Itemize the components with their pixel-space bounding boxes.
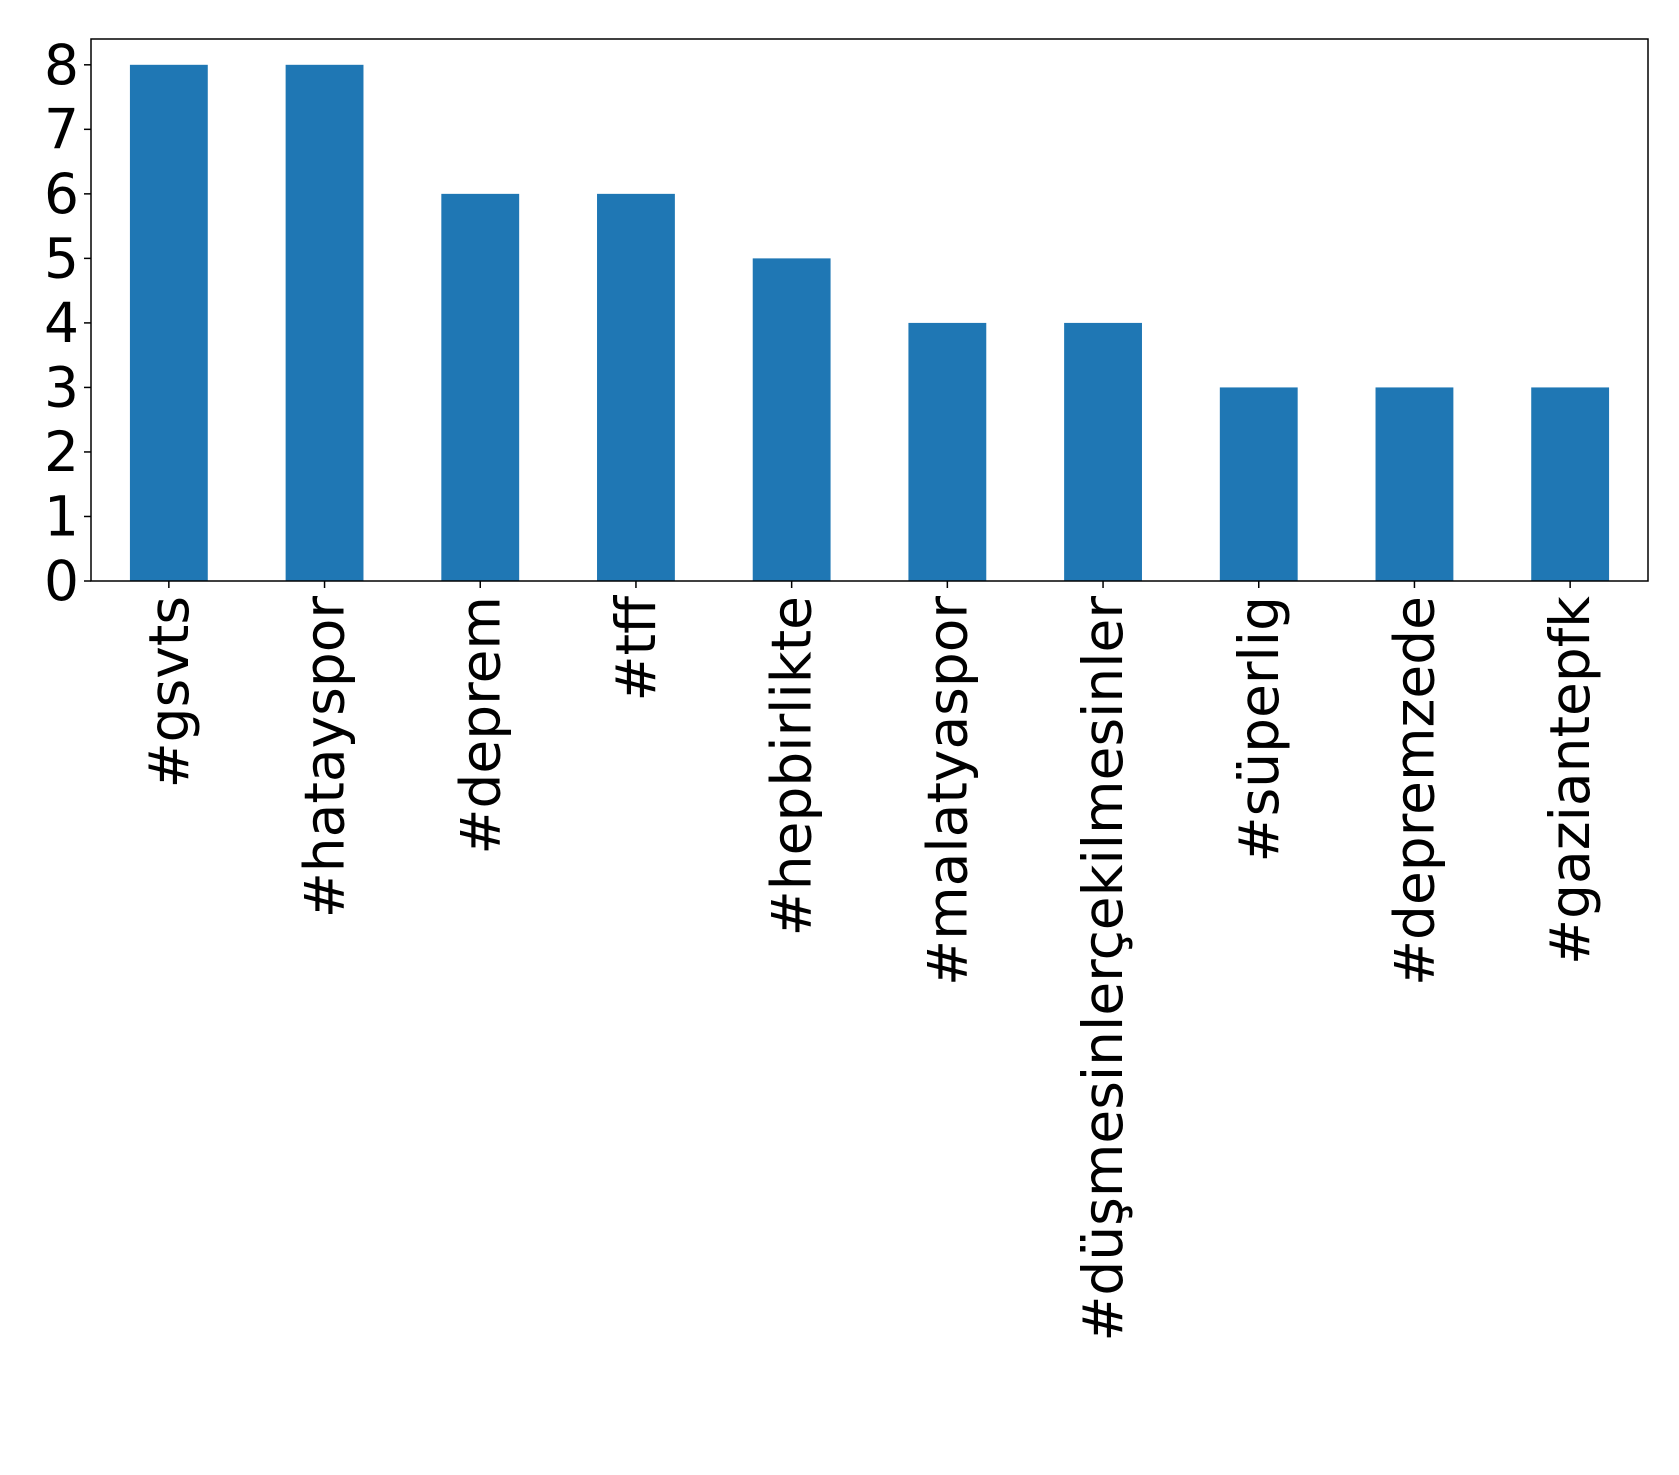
- x-tick-label: #hatayspor: [293, 596, 357, 919]
- y-tick-label: 2: [44, 420, 79, 484]
- bar-2: [441, 193, 520, 581]
- y-tick-label: 1: [44, 484, 79, 548]
- x-tick-label: #süperlig: [1227, 596, 1291, 862]
- plot-frame: [90, 38, 1649, 582]
- bar-9: [1531, 387, 1610, 581]
- y-tick-label: 0: [44, 549, 79, 613]
- x-tick-label: #gsvts: [137, 596, 201, 788]
- x-tick-label: #düşmesinlerçekilmesinler: [1071, 596, 1135, 1342]
- bar-0: [129, 64, 208, 582]
- y-tick-label: 6: [44, 162, 79, 226]
- bar-4: [752, 258, 831, 581]
- x-tick-label: #deprem: [448, 596, 512, 855]
- x-tick-label: #hepbirlikte: [760, 596, 824, 936]
- x-axis: #gsvts #hatayspor #deprem #tff #hepbirlikte #…: [137, 581, 1602, 1342]
- bar-3: [597, 193, 675, 581]
- bar-6: [1064, 322, 1142, 581]
- y-tick-label: 3: [44, 355, 79, 419]
- y-tick-label: 4: [44, 291, 79, 355]
- y-tick-label: 8: [44, 33, 79, 97]
- y-tick-label: 5: [44, 226, 79, 290]
- bars-group: [129, 64, 1610, 582]
- x-tick-label: #malatyaspor: [915, 596, 979, 986]
- bar-8: [1375, 387, 1454, 581]
- x-tick-label: #gaziantepfk: [1538, 596, 1602, 965]
- x-tick-label: #tff: [604, 595, 668, 702]
- x-tick-label: #depremzede: [1382, 596, 1446, 986]
- bar-7: [1219, 387, 1298, 581]
- bar-1: [285, 64, 364, 582]
- y-tick-label: 7: [44, 97, 79, 161]
- bar-5: [908, 322, 987, 581]
